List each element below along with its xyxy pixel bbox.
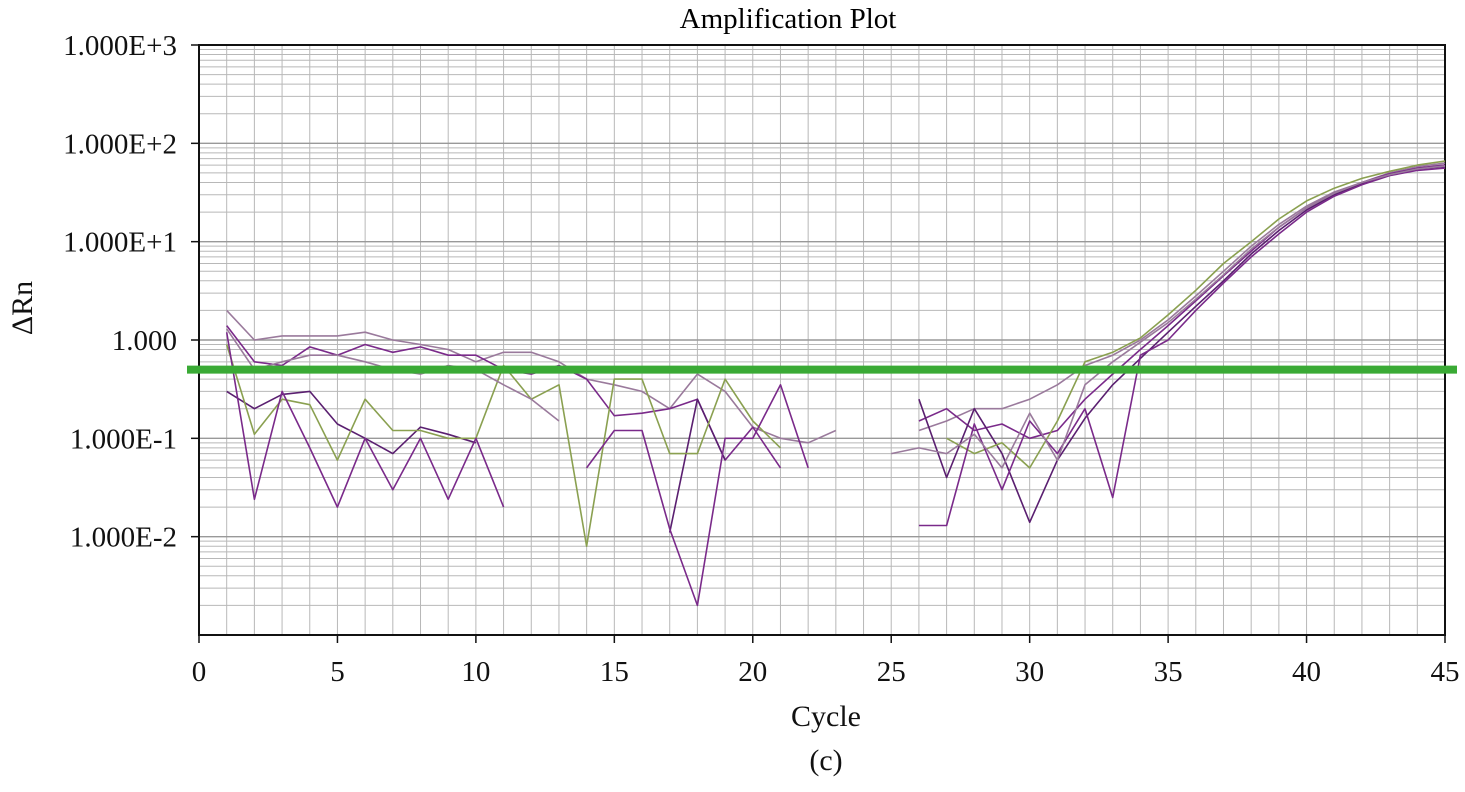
series-group [225,160,1446,607]
x-tick-label: 20 [738,656,767,688]
series-line-4-segment-2 [946,160,1446,469]
y-tick-label: 1.000E+1 [63,227,177,259]
y-tick-label: 1.000E+2 [63,128,177,160]
x-tick-label: 35 [1154,656,1183,688]
x-tick-label: 25 [877,656,906,688]
x-axis-label: Cycle [791,700,861,733]
x-tick-label: 40 [1292,656,1321,688]
x-tick-label: 0 [192,656,207,688]
y-tick-label: 1.000E-2 [70,522,177,554]
y-axis-label: ΔRn [6,281,39,335]
series-line-1-segment-1 [226,309,837,444]
x-tick-label: 10 [461,656,490,688]
x-tick-label: 45 [1431,656,1460,688]
y-tick-label: 1.000E-1 [70,423,177,455]
grid [199,45,1445,635]
x-tick-labels: 0 5 10 15 20 25 30 35 40 45 [192,635,1460,688]
series-line-3-segment-3 [918,165,1446,524]
series-line-4-segment-1 [225,344,782,548]
x-tick-label: 30 [1015,656,1044,688]
series-line-6-segment-2 [891,165,1446,469]
figure-caption: (c) [809,744,842,777]
y-tick-label: 1.000E+3 [63,30,177,62]
x-tick-label: 5 [330,656,345,688]
chart-title: Amplification Plot [680,3,897,35]
y-tick-labels: 1.000E+3 1.000E+2 1.000E+1 1.000 1.000E-1 1.0… [63,30,199,554]
x-tick-label: 15 [600,656,629,688]
series-line-5-segment-1 [225,332,505,508]
y-tick-label: 1.000 [112,325,177,357]
series-line-5-segment-2 [585,383,809,607]
series-line-5-segment-3 [918,167,1446,527]
series-line-3-segment-2 [668,398,726,533]
